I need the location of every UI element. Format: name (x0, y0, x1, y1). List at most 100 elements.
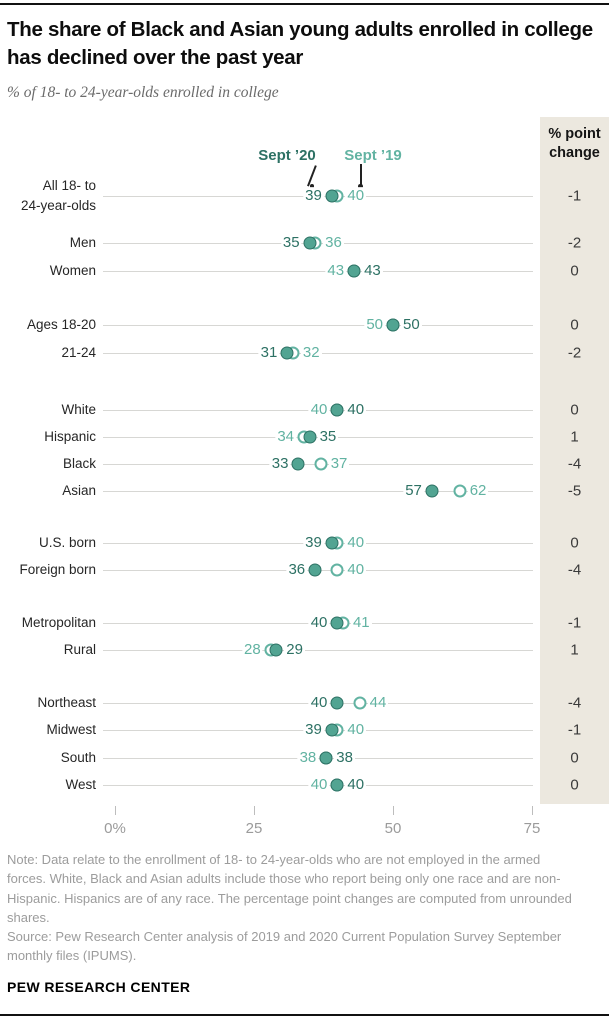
legend-sept20-label: Sept ’20 (258, 147, 316, 164)
value-label-right: 50 (401, 316, 422, 334)
x-axis-tick (115, 806, 116, 815)
footnote: Note: Data relate to the enrollment of 1… (7, 850, 577, 966)
sept19-dot (453, 484, 467, 498)
x-axis-tick (254, 806, 255, 815)
source-text: Source: Pew Research Center analysis of … (7, 929, 562, 964)
sept19-dot (330, 563, 344, 577)
row-label: All 18- to 24-year-olds (20, 178, 96, 213)
change-value: -1 (567, 721, 582, 739)
row-label: Asian (62, 483, 96, 498)
value-label-left: 38 (297, 749, 319, 767)
change-value: -4 (567, 455, 582, 473)
row-label: Black (62, 456, 96, 471)
legend-sept19-pointer (360, 164, 362, 186)
row-label: White (61, 402, 96, 417)
value-label-right: 36 (323, 234, 344, 252)
value-label-right: 35 (317, 428, 339, 446)
value-label-left: 40 (308, 614, 330, 632)
value-label-right: 44 (367, 694, 389, 712)
row-label: South (60, 750, 96, 765)
value-label-right: 40 (345, 534, 367, 552)
x-axis-tick (393, 806, 394, 815)
value-label-left: 43 (325, 262, 347, 280)
change-value: 1 (570, 428, 579, 446)
value-label-right: 43 (362, 262, 383, 280)
value-label-left: 33 (269, 455, 291, 473)
row-label: West (65, 777, 96, 792)
row-label: Women (49, 263, 96, 278)
change-value: 0 (570, 401, 579, 419)
change-value: -4 (567, 694, 582, 712)
change-value: -1 (567, 614, 582, 632)
change-value: 0 (570, 262, 579, 280)
change-value: 0 (570, 749, 579, 767)
value-label-right: 29 (284, 641, 305, 659)
row-gridline (103, 271, 533, 272)
value-label-left: 39 (303, 187, 324, 205)
row-label: 21-24 (61, 345, 96, 360)
change-value: 0 (570, 316, 579, 334)
sept20-dot (425, 484, 439, 498)
row-label: Foreign born (19, 562, 96, 577)
sept20-dot (330, 403, 344, 417)
change-value: 0 (570, 534, 579, 552)
row-gridline (103, 325, 533, 326)
row-label: Rural (63, 642, 96, 657)
sept20-dot (386, 318, 400, 332)
value-label-right: 32 (300, 344, 322, 362)
sept20-dot (303, 430, 317, 444)
change-value: -2 (567, 344, 582, 362)
sept19-dot (353, 696, 367, 710)
change-header-line1: % point (548, 126, 601, 142)
value-label-left: 34 (275, 428, 297, 446)
sept20-dot (269, 643, 283, 657)
change-header-line2: change (549, 145, 600, 161)
value-label-right: 40 (345, 401, 367, 419)
sept20-dot (330, 778, 344, 792)
change-value: 0 (570, 776, 579, 794)
sept20-dot (330, 696, 344, 710)
value-label-left: 57 (403, 482, 424, 500)
sept20-dot (303, 236, 317, 250)
change-column-panel (540, 117, 609, 804)
sept20-dot (347, 264, 361, 278)
sept19-dot (314, 457, 328, 471)
sept20-dot (308, 563, 322, 577)
sept20-dot (325, 536, 339, 550)
value-label-right: 40 (345, 776, 367, 794)
x-axis-tick-label: 75 (523, 820, 541, 837)
value-label-right: 38 (334, 749, 355, 767)
legend-sept19-pointer-dot (358, 184, 363, 189)
row-label: Ages 18-20 (26, 317, 96, 332)
x-axis-tick-label: 25 (245, 820, 263, 837)
value-label-left: 50 (364, 316, 385, 334)
row-label: Metropolitan (21, 615, 96, 630)
value-label-left: 40 (308, 694, 330, 712)
note-text: Note: Data relate to the enrollment of 1… (7, 852, 572, 925)
x-axis-tick-label: 50 (384, 820, 402, 837)
value-label-left: 40 (308, 776, 330, 794)
change-value: 1 (570, 641, 579, 659)
legend-sept19-label: Sept ’19 (344, 147, 402, 164)
value-label-left: 35 (280, 234, 302, 252)
value-label-right: 37 (328, 455, 350, 473)
change-value: -2 (567, 234, 582, 252)
value-label-left: 39 (303, 534, 324, 552)
top-rule (0, 3, 609, 5)
value-label-left: 36 (286, 561, 308, 579)
change-value: -1 (567, 187, 582, 205)
value-label-left: 40 (308, 401, 330, 419)
row-label: Hispanic (44, 429, 96, 444)
row-label: Midwest (46, 722, 96, 737)
value-label-left: 31 (258, 344, 280, 362)
row-label: Northeast (37, 695, 96, 710)
sept20-dot (319, 751, 333, 765)
change-value: -5 (567, 482, 582, 500)
legend-sept20-pointer-dot (309, 184, 314, 189)
sept20-dot (291, 457, 305, 471)
row-label: Men (69, 235, 96, 250)
bottom-rule (0, 1014, 609, 1016)
x-axis-tick-label: 0% (104, 820, 126, 837)
brand-footer: PEW RESEARCH CENTER (7, 979, 191, 995)
